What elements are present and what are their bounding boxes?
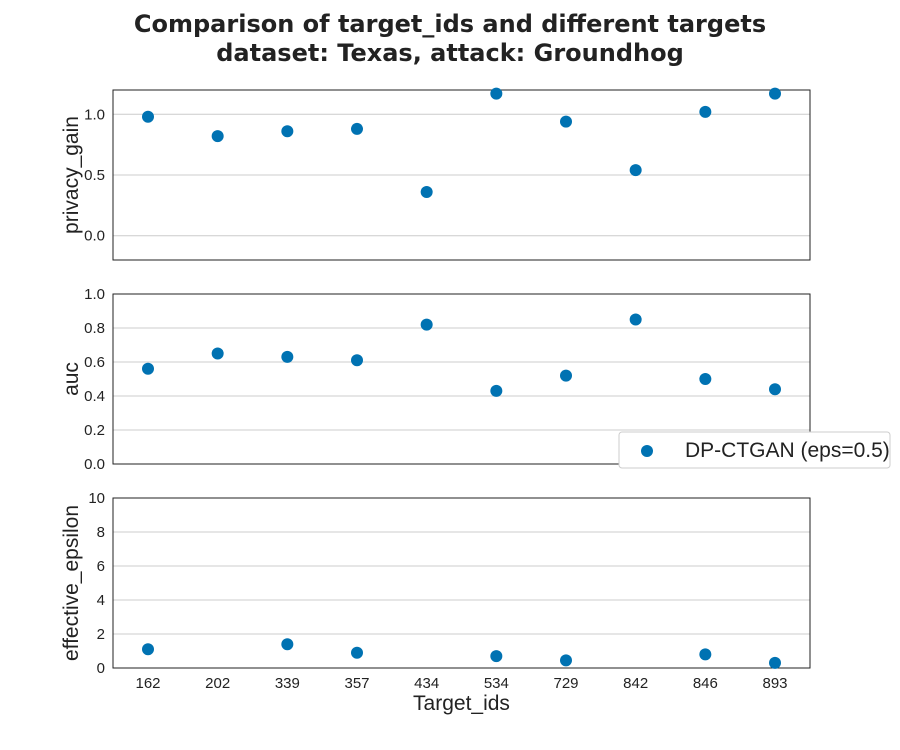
data-point — [211, 130, 224, 143]
data-point — [699, 648, 712, 661]
y-tick-label: 1.0 — [84, 286, 105, 303]
y-tick-label: 2 — [97, 626, 105, 643]
y-tick-label: 0.8 — [84, 320, 105, 337]
data-point — [490, 384, 503, 397]
data-point — [769, 656, 781, 669]
legend-box — [618, 431, 891, 469]
data-point — [142, 110, 154, 123]
data-point — [769, 383, 781, 396]
x-axis-label: Target_ids — [413, 692, 510, 715]
data-point — [351, 646, 363, 659]
y-tick-label: 0.0 — [84, 228, 105, 245]
y-axis-label: effective_epsilon — [60, 505, 83, 661]
data-point — [699, 373, 712, 385]
legend: DP-CTGAN (eps=0.5) — [618, 431, 891, 469]
plot-frame — [112, 293, 811, 465]
data-point — [769, 87, 781, 100]
data-point — [281, 350, 294, 363]
y-tick-label: 0.4 — [84, 388, 105, 405]
x-tick-label: 434 — [414, 675, 439, 692]
data-point — [351, 122, 363, 135]
chart-title-line-1: Comparison of target_ids and different t… — [133, 10, 767, 38]
x-tick-label: 162 — [135, 675, 160, 692]
data-point — [560, 654, 572, 667]
data-point — [629, 313, 642, 326]
subplot-effective-epsilon: 0 2 4 6 8 10 effective_epsilon — [60, 490, 811, 677]
data-point — [490, 87, 503, 100]
data-point — [490, 650, 503, 663]
legend-entry: DP-CTGAN (eps=0.5) — [685, 439, 890, 462]
plot-frame — [112, 497, 811, 669]
data-point — [281, 638, 294, 651]
x-tick-label: 534 — [484, 675, 509, 692]
x-tick-label: 846 — [693, 675, 718, 692]
y-tick-label: 6 — [97, 558, 105, 575]
y-tick-label: 8 — [97, 524, 105, 541]
x-tick-label: 729 — [553, 675, 578, 692]
y-tick-label: 1.0 — [84, 106, 105, 123]
y-tick-label: 0.0 — [84, 456, 105, 473]
data-point — [351, 354, 363, 367]
data-point — [560, 115, 572, 128]
x-tick-label: 357 — [344, 675, 369, 692]
y-tick-label: 0.2 — [84, 422, 105, 439]
data-point — [629, 164, 642, 177]
data-point — [420, 318, 433, 331]
data-point — [560, 369, 572, 382]
data-point — [420, 186, 433, 198]
y-tick-label: 10 — [88, 490, 105, 507]
chart-title: Comparison of target_ids and different t… — [0, 10, 900, 68]
data-point — [281, 125, 294, 138]
x-tick-label: 202 — [205, 675, 230, 692]
y-axis-label: privacy_gain — [60, 116, 83, 234]
x-tick-label: 842 — [623, 675, 648, 692]
data-point — [699, 105, 712, 118]
chart-title-line-2: dataset: Texas, attack: Groundhog — [216, 39, 684, 67]
y-tick-label: 4 — [97, 592, 105, 609]
data-point — [142, 643, 154, 656]
x-tick-label: 339 — [275, 675, 300, 692]
data-point — [211, 347, 224, 360]
legend-marker — [641, 445, 653, 457]
plot-frame — [112, 89, 811, 261]
y-tick-label: 0.6 — [84, 354, 105, 371]
y-tick-label: 0 — [97, 660, 105, 677]
y-tick-label: 0.5 — [84, 167, 105, 184]
y-axis-label: auc — [60, 362, 83, 396]
x-tick-label: 893 — [762, 675, 787, 692]
data-point — [142, 362, 154, 375]
